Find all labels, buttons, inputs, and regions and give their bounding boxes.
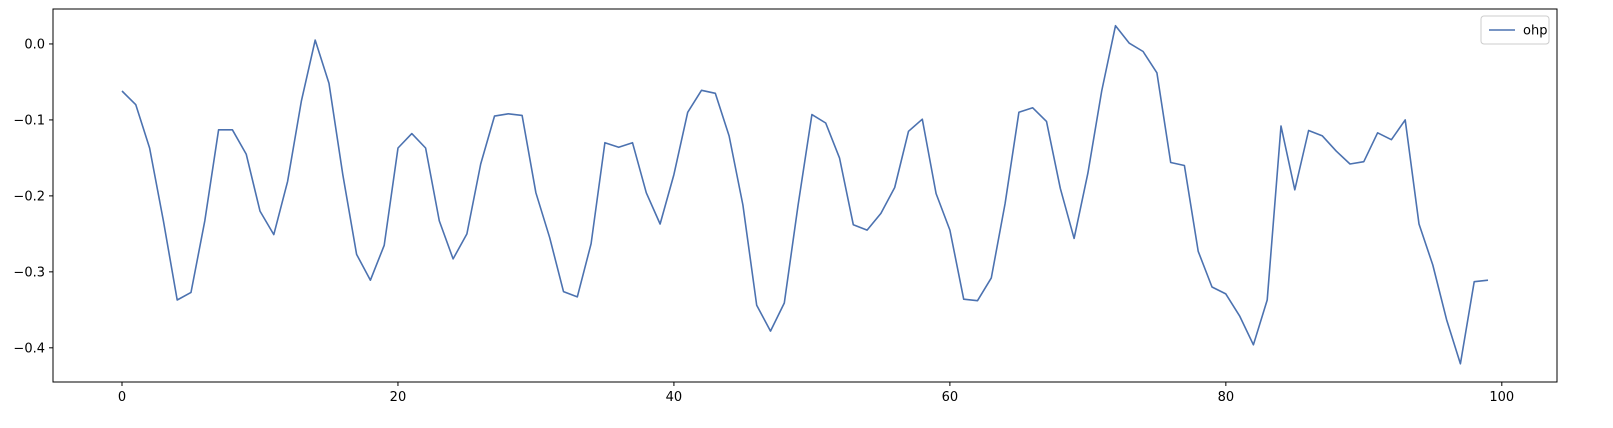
x-tick-label: 60	[942, 390, 959, 405]
y-tick-label: −0.4	[13, 341, 45, 356]
y-tick-label: −0.3	[13, 265, 45, 280]
x-tick-label: 0	[118, 390, 126, 405]
x-tick-label: 100	[1489, 390, 1514, 405]
axes-frame	[52, 8, 1558, 383]
legend-label: ohp	[1523, 24, 1547, 39]
x-tick-label: 80	[1218, 390, 1235, 405]
series-line-ohp	[121, 24, 1489, 365]
ticks-layer: 0 20 40 60 80 100 0.0 −0.1 −0.2 −0.3 −0.4	[13, 37, 1514, 405]
y-tick-label: 0.0	[24, 37, 45, 52]
x-tick-label: 20	[390, 390, 407, 405]
x-tick-label: 40	[666, 390, 683, 405]
y-tick-label: −0.1	[13, 113, 45, 128]
legend: ohp	[1480, 15, 1550, 45]
y-tick-label: −0.2	[13, 189, 45, 204]
